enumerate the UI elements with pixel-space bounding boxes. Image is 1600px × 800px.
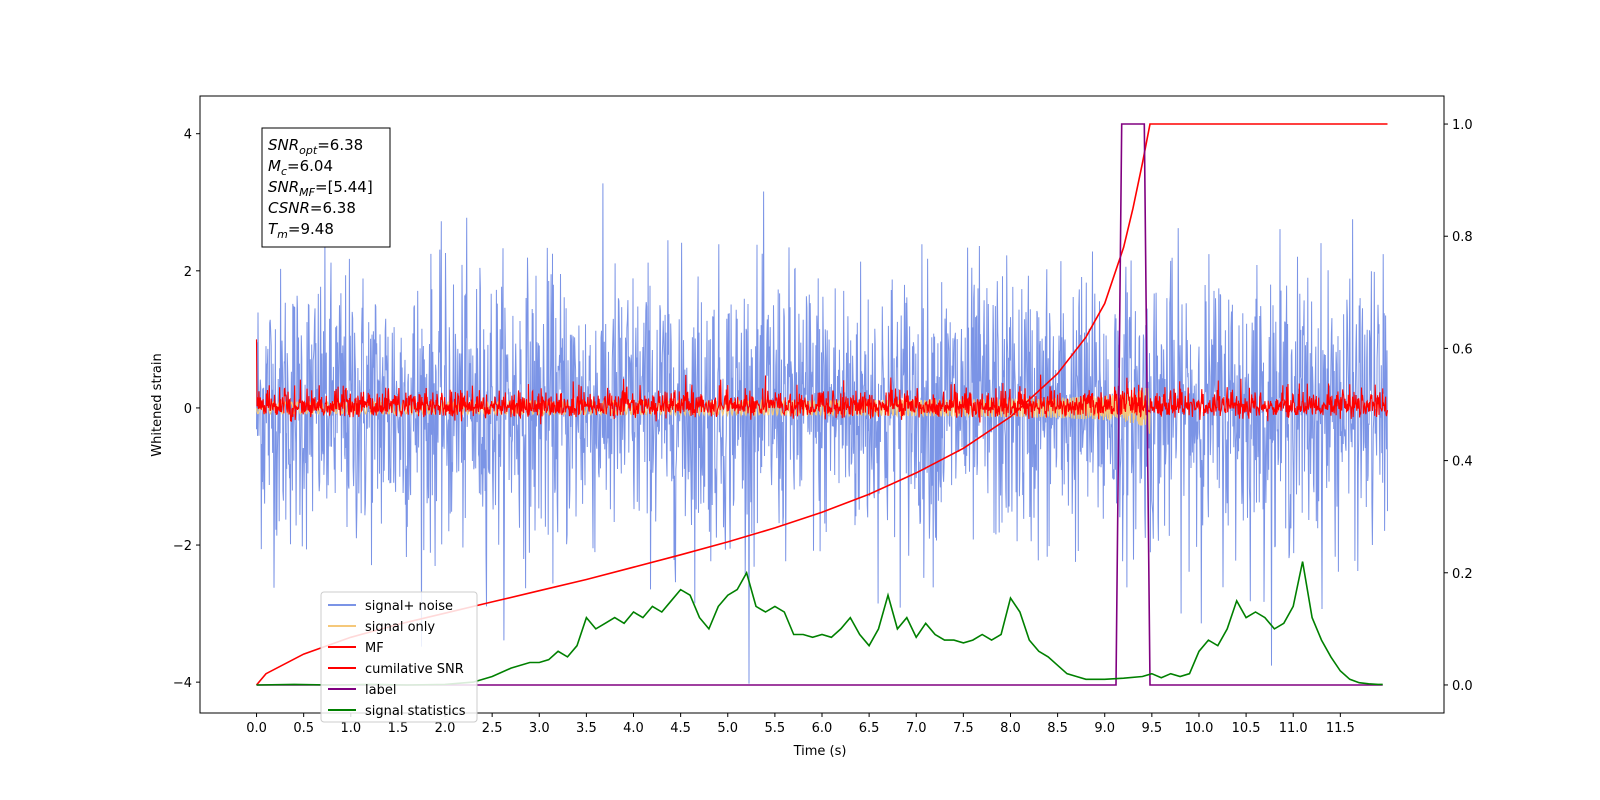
x-tick-label: 4.5 bbox=[670, 721, 691, 736]
legend-entry: signal statistics bbox=[365, 704, 466, 719]
x-tick-label: 8.5 bbox=[1047, 721, 1068, 736]
annotation-line: SNRopt=6.38 bbox=[268, 136, 363, 157]
y-axis-left: −4 −2 0 2 4 bbox=[173, 128, 200, 691]
x-tick-label: 4.0 bbox=[623, 721, 644, 736]
legend-entry: signal only bbox=[365, 620, 435, 635]
legend-entry: signal+ noise bbox=[365, 599, 453, 614]
y-tick-label: 4 bbox=[184, 128, 192, 143]
y2-tick-label: 0.4 bbox=[1452, 455, 1473, 470]
legend-entry: label bbox=[365, 683, 396, 698]
legend-entry: cumilative SNR bbox=[365, 662, 464, 677]
annotation-line: CSNR=6.38 bbox=[268, 199, 356, 217]
y-axis-right: 0.0 0.2 0.4 0.6 0.8 1.0 bbox=[1444, 118, 1473, 694]
annotation-line: Mc=6.04 bbox=[268, 157, 333, 178]
x-tick-label: 6.0 bbox=[812, 721, 833, 736]
y-tick-label: −4 bbox=[173, 676, 192, 691]
legend-entry: MF bbox=[365, 641, 384, 656]
y2-tick-label: 0.6 bbox=[1452, 342, 1473, 357]
series-line-2 bbox=[255, 339, 1389, 425]
y-tick-label: 0 bbox=[184, 402, 192, 417]
x-axis-label: Time (s) bbox=[793, 744, 847, 759]
x-tick-label: 3.0 bbox=[529, 721, 550, 736]
y2-tick-label: 0.8 bbox=[1452, 230, 1473, 245]
x-tick-label: 10.5 bbox=[1232, 721, 1261, 736]
y-tick-label: 2 bbox=[184, 265, 192, 280]
x-tick-label: 5.0 bbox=[717, 721, 738, 736]
x-tick-label: 2.5 bbox=[482, 721, 503, 736]
x-tick-label: 3.5 bbox=[576, 721, 597, 736]
x-tick-label: 2.0 bbox=[435, 721, 456, 736]
y2-tick-label: 1.0 bbox=[1452, 118, 1473, 133]
y2-tick-label: 0.2 bbox=[1452, 567, 1473, 582]
legend: signal+ noise signal only MF cumilative SNR… bbox=[320, 591, 478, 723]
y2-tick-label: 0.0 bbox=[1452, 679, 1473, 694]
x-tick-label: 6.5 bbox=[859, 721, 880, 736]
x-tick-label: 7.0 bbox=[906, 721, 927, 736]
x-tick-label: 1.5 bbox=[388, 721, 409, 736]
x-tick-label: 11.0 bbox=[1279, 721, 1308, 736]
annotation-line: Tm=9.48 bbox=[268, 220, 334, 241]
x-tick-label: 7.5 bbox=[953, 721, 974, 736]
y-axis-label: Whitened strain bbox=[150, 353, 165, 456]
x-tick-label: 8.0 bbox=[1000, 721, 1021, 736]
annotation-box-frame bbox=[261, 127, 391, 248]
x-tick-label: 11.5 bbox=[1326, 721, 1355, 736]
series-line-4 bbox=[256, 123, 1383, 686]
x-tick-label: 0.0 bbox=[246, 721, 267, 736]
series-line-5 bbox=[256, 561, 1383, 686]
x-tick-label: 9.5 bbox=[1142, 721, 1163, 736]
annotation-line: SNRMF=[5.44] bbox=[268, 178, 373, 199]
x-tick-label: 9.0 bbox=[1094, 721, 1115, 736]
x-tick-label: 0.5 bbox=[293, 721, 314, 736]
y-tick-label: −2 bbox=[173, 539, 192, 554]
x-tick-label: 1.0 bbox=[340, 721, 361, 736]
x-tick-label: 10.0 bbox=[1184, 721, 1213, 736]
x-tick-label: 5.5 bbox=[765, 721, 786, 736]
x-axis: 0.0 0.5 1.0 1.5 2.0 2.5 3.0 3.5 4.0 4.5 5.0 5.5 6.0 6… bbox=[246, 713, 1355, 736]
legend-frame bbox=[320, 591, 478, 723]
